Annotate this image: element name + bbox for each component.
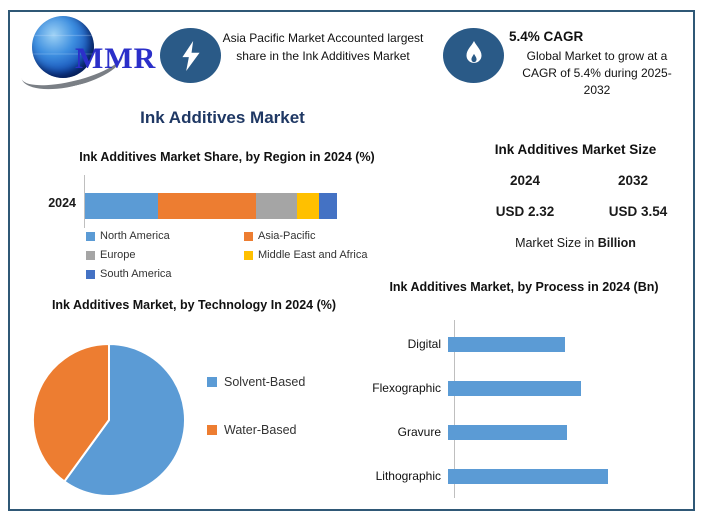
legend-swatch-north-america	[86, 231, 95, 241]
region-legend: North America Asia-Pacific Europe Middle Ea…	[86, 228, 386, 282]
region-segment-south-america	[319, 193, 337, 219]
process-label-gravure: Gravure	[397, 425, 441, 439]
legend-label-asia-pacific: Asia-Pacific	[258, 230, 316, 242]
globe-icon	[32, 16, 94, 78]
market-size-year-2024: 2024	[509, 173, 541, 188]
lightning-icon	[181, 40, 200, 71]
region-stacked-bar	[85, 193, 337, 219]
region-segment-europe	[256, 193, 297, 219]
legend-item-south-america: South America	[86, 266, 244, 282]
process-label-flexographic: Flexographic	[372, 381, 441, 395]
market-size-title: Ink Additives Market Size	[494, 142, 657, 157]
legend-swatch-south-america	[86, 269, 95, 279]
process-chart-title: Ink Additives Market, by Process in 2024…	[389, 280, 659, 294]
legend-swatch-middle-east-and-africa	[244, 250, 253, 260]
process-bar-flexographic	[448, 380, 581, 396]
legend-swatch-solvent-based	[207, 377, 217, 387]
process-bar-gravure	[448, 424, 567, 440]
page-title: Ink Additives Market	[140, 108, 305, 127]
highlight-share-text: Asia Pacific Market Accounted largest sh…	[222, 31, 424, 63]
mmr-logo: MMR	[16, 16, 155, 98]
process-bar-digital	[448, 336, 565, 352]
technology-legend: Solvent-Based Water-Based	[207, 374, 305, 470]
region-chart-title: Ink Additives Market Share, by Region in…	[79, 150, 375, 164]
legend-label-north-america: North America	[100, 230, 170, 242]
legend-item-asia-pacific: Asia-Pacific	[244, 228, 386, 244]
legend-item-europe: Europe	[86, 247, 244, 263]
legend-label-europe: Europe	[100, 249, 136, 261]
legend-label-water-based: Water-Based	[224, 423, 297, 437]
legend-label-south-america: South America	[100, 268, 172, 280]
legend-item-solvent-based: Solvent-Based	[207, 374, 305, 390]
pie-slice-water-based	[32, 343, 110, 483]
process-row-lithographic: Lithographic	[358, 454, 658, 498]
flame-icon	[466, 40, 481, 63]
cagr-title: 5.4% CAGR	[509, 29, 584, 44]
legend-swatch-asia-pacific	[244, 231, 253, 241]
legend-label-middle-east-and-africa: Middle East and Africa	[258, 249, 368, 261]
cagr-text: Global Market to grow at a CAGR of 5.4% …	[522, 48, 672, 98]
region-segment-asia-pacific	[158, 193, 257, 219]
market-size-footnote: Market Size in Billion	[468, 236, 683, 250]
pie-slice-solvent-based	[63, 343, 186, 497]
footnote-unit: Billion	[597, 236, 636, 250]
process-row-gravure: Gravure	[358, 410, 658, 454]
process-row-flexographic: Flexographic	[358, 366, 658, 410]
technology-pie	[32, 343, 186, 497]
flame-badge	[443, 28, 504, 83]
logo-text: MMR	[75, 42, 157, 75]
globe-grid-lines	[32, 16, 94, 78]
process-bar-lithographic	[448, 468, 608, 484]
process-chart-axis	[454, 320, 455, 498]
legend-swatch-europe	[86, 250, 95, 260]
lightning-badge	[160, 28, 221, 83]
region-chart-ylabel: 2024	[48, 196, 76, 210]
legend-label-solvent-based: Solvent-Based	[224, 375, 306, 389]
legend-swatch-water-based	[207, 425, 217, 435]
process-label-lithographic: Lithographic	[375, 469, 441, 483]
technology-chart-title: Ink Additives Market, by Technology In 2…	[51, 298, 337, 312]
market-size-value-2024: USD 2.32	[495, 204, 555, 219]
legend-item-north-america: North America	[86, 228, 244, 244]
process-label-digital: Digital	[407, 337, 441, 351]
process-rows: Digital Flexographic Gravure Lithographic	[358, 322, 658, 498]
market-size-year-2032: 2032	[617, 173, 649, 188]
legend-item-middle-east-and-africa: Middle East and Africa	[244, 247, 386, 263]
region-segment-north-america	[85, 193, 159, 219]
region-segment-middle-east-and-africa	[296, 193, 320, 219]
highlight-cagr: 5.4% CAGR Global Market to grow at a CAG…	[509, 27, 685, 100]
region-chart-axis	[84, 175, 85, 228]
market-size-value-2032: USD 3.54	[608, 204, 668, 219]
process-row-digital: Digital	[358, 322, 658, 366]
footnote-prefix: Market Size in	[515, 236, 598, 250]
legend-item-water-based: Water-Based	[207, 422, 305, 438]
